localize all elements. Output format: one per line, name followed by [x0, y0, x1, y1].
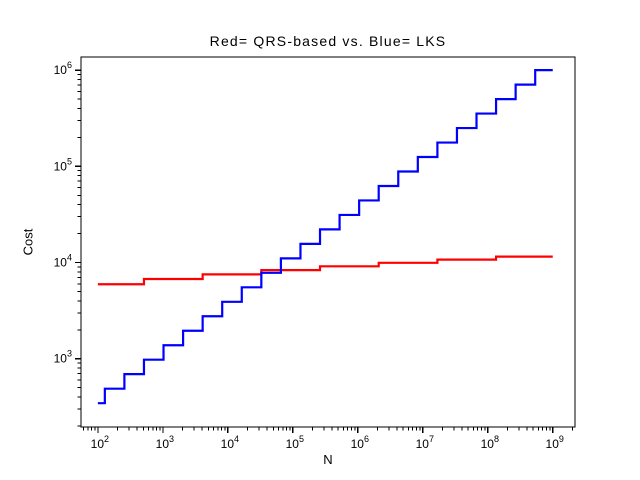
- axes-box: [80, 56, 576, 428]
- series-qrs-based-line: [97, 255, 553, 286]
- x-tick-label: 106: [351, 434, 369, 451]
- y-tick-label: 104: [54, 253, 72, 270]
- y-tick-label: 106: [54, 60, 72, 77]
- y-tick-label: 103: [54, 349, 72, 366]
- y-tick-label: 105: [54, 156, 72, 173]
- y-axis-label: Cost: [20, 228, 36, 256]
- x-tick-label: 104: [221, 434, 239, 451]
- x-tick-label: 109: [546, 434, 564, 451]
- x-tick-label: 108: [481, 434, 499, 451]
- x-axis-label: N: [323, 452, 333, 467]
- x-tick-label: 107: [416, 434, 434, 451]
- x-tick-label: 102: [91, 434, 109, 451]
- x-tick-label: 103: [156, 434, 174, 451]
- x-tick-label: 105: [286, 434, 304, 451]
- chart-title: Red= QRS-based vs. Blue= LKS: [209, 33, 447, 49]
- series-lks-line: [97, 69, 553, 405]
